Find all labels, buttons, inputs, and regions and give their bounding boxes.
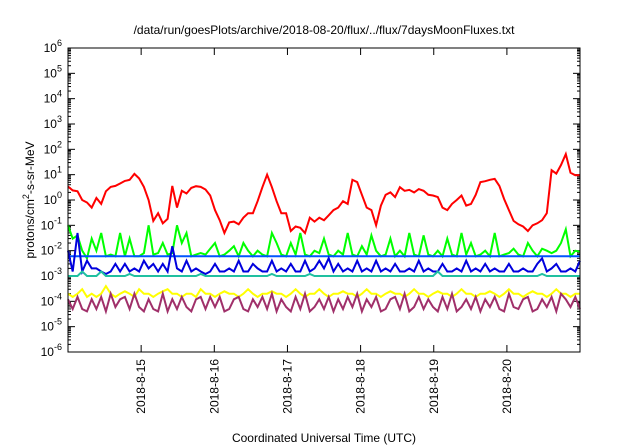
x-tick-label: 2018-8-16 bbox=[207, 359, 221, 414]
x-tick-label: 2018-8-18 bbox=[354, 359, 368, 414]
x-tick-label: 2018-8-19 bbox=[427, 359, 441, 414]
chart-title: /data/run/goesPlots/archive/2018-08-20/f… bbox=[134, 23, 516, 37]
x-axis-label: Coordinated Universal Time (UTC) bbox=[232, 431, 416, 445]
series-line-6 bbox=[67, 284, 580, 299]
x-axis-ticks: 2018-8-15 2018-8-16 2018-8-17 2018-8-18 2018… bbox=[134, 48, 514, 414]
series-line-5 bbox=[68, 270, 580, 277]
series-layer bbox=[67, 151, 581, 315]
series-line-7 bbox=[67, 289, 581, 315]
x-tick-label: 2018-8-17 bbox=[280, 359, 294, 414]
plot-frame bbox=[67, 47, 581, 353]
x-tick-label: 2018-8-15 bbox=[134, 359, 148, 414]
y-axis-label: protons/cm2-s-sr-MeV bbox=[21, 141, 37, 258]
series-line-2 bbox=[67, 224, 581, 261]
x-tick-label: 2018-8-20 bbox=[500, 359, 514, 414]
series-line-4 bbox=[67, 232, 581, 276]
series-line-1 bbox=[67, 151, 581, 236]
